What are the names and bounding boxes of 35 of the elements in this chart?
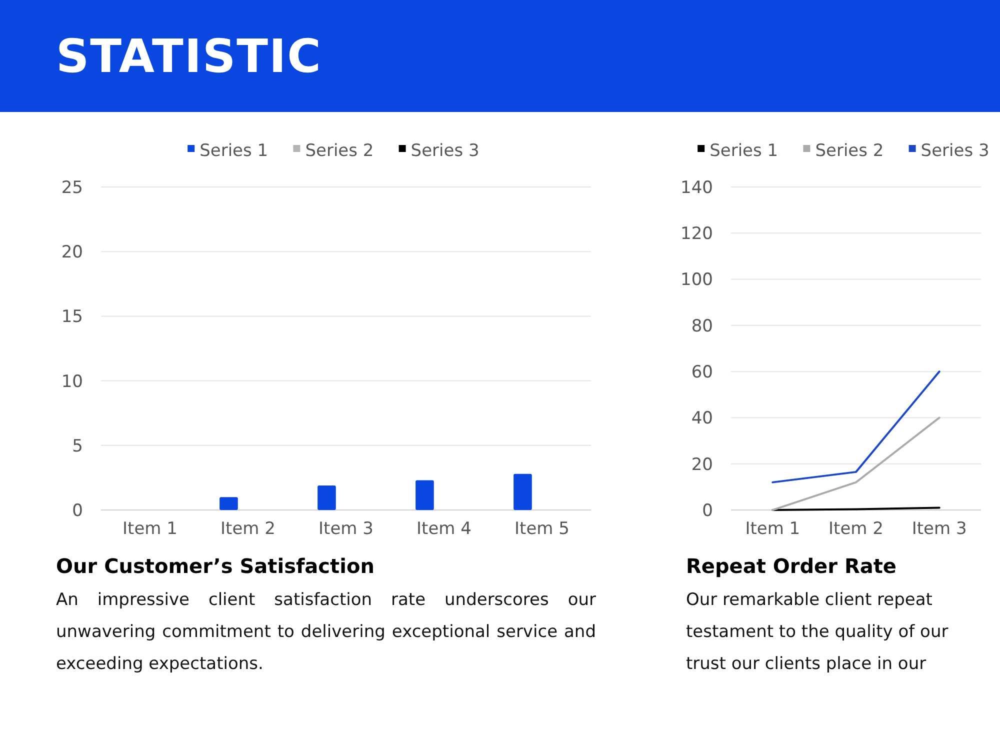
y-tick-label: 140: [680, 178, 713, 198]
legend-label: Series 1: [710, 140, 778, 161]
y-tick-label: 25: [61, 178, 83, 198]
x-tick-label: Item 5: [514, 519, 570, 539]
y-tick-label: 20: [61, 242, 83, 263]
y-tick-label: 5: [72, 436, 83, 456]
y-tick-label: 0: [702, 500, 713, 521]
text: Our remarkable client repeat: [686, 589, 934, 612]
legend-label: Series 1: [200, 140, 268, 161]
y-tick-label: 40: [691, 408, 713, 429]
y-tick-label: 20: [691, 454, 713, 475]
text: Repeat Order Rate: [686, 554, 898, 578]
text: testament to the quality of our: [686, 621, 950, 644]
x-tick-label: Item 3: [912, 519, 967, 539]
x-tick-label: Item 3: [318, 519, 374, 539]
y-tick-label: 100: [680, 270, 713, 290]
text: STATISTIC: [56, 29, 322, 83]
x-tick-label: Item 1: [745, 519, 800, 539]
text: Our Customer’s Satisfaction: [56, 554, 376, 578]
x-tick-label: Item 2: [220, 519, 276, 539]
y-tick-label: 120: [680, 224, 713, 244]
legend-label: Series 3: [410, 140, 480, 161]
y-tick-label: 0: [72, 500, 83, 521]
y-tick-label: 80: [691, 316, 713, 336]
y-tick-label: 15: [61, 307, 83, 328]
y-tick-label: 60: [691, 362, 713, 383]
legend-label: Series 2: [815, 140, 884, 161]
x-tick-label: Item 4: [416, 519, 472, 539]
text: An impressive client satisfaction rate underscores our unwavering commitment to delivering exceptional service and exceeding expectations.: [56, 589, 596, 676]
y-tick-label: 10: [61, 372, 83, 392]
x-tick-label: Item 2: [828, 519, 884, 539]
text: trust our clients place in our: [686, 653, 928, 676]
legend-label: Series 2: [305, 140, 374, 161]
x-tick-label: Item 1: [122, 519, 178, 539]
legend-label: Series 3: [920, 140, 990, 161]
